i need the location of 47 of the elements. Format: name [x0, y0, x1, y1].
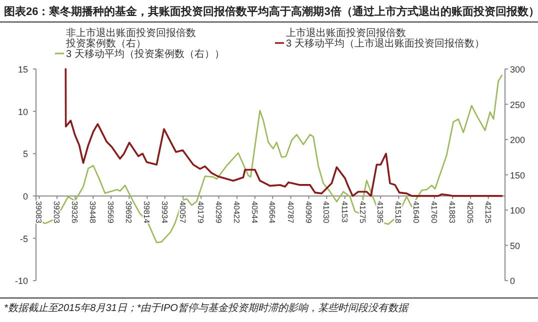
y-tick-label: 15: [18, 64, 28, 74]
x-tick-label: 39814: [142, 200, 152, 224]
legend-label: 3 天移动平均（投资案例数（右））: [66, 48, 224, 60]
y2-tick-label: 50: [510, 240, 520, 251]
x-tick-label: 39326: [70, 200, 80, 224]
y-tick-label: -5: [20, 234, 28, 244]
y2-tick-label: 150: [510, 170, 526, 180]
y-tick-label: 5: [22, 149, 28, 160]
x-tick-label: 39569: [106, 200, 115, 224]
x-tick-label: 39448: [88, 200, 98, 224]
x-tick-label: 39083: [34, 200, 44, 224]
chart-title: 图表26：寒冬期播种的基金，其账面投资回报倍数平均高于高潮期3倍（通过上市方式退出的账面投资回报数）: [4, 5, 538, 18]
x-tick-label: 39934: [160, 200, 169, 224]
line-series: [64, 68, 503, 197]
x-tick-label: 41760: [429, 200, 438, 224]
x-tick-label: 41395: [376, 200, 385, 224]
x-tick-label: 41030: [322, 200, 331, 224]
x-tick-label: 40422: [232, 200, 241, 224]
text: 投资案例数（右）: [65, 38, 146, 50]
y-tick-label: -10: [14, 276, 28, 286]
x-tick-label: 40299: [214, 200, 223, 224]
x-tick-label: 40057: [178, 200, 188, 224]
y2-tick-label: 250: [510, 100, 526, 110]
x-tick-label: 41640: [412, 200, 421, 224]
x-tick-label: 40909: [304, 200, 313, 224]
x-tick-label: 42005: [466, 200, 475, 224]
y2-tick-label: 300: [510, 64, 526, 74]
x-tick-label: 42125: [483, 200, 492, 224]
y2-tick-label: 100: [510, 206, 526, 216]
text: 上市退出账面投资回报倍数: [286, 27, 406, 39]
x-tick-label: 41883: [448, 200, 457, 224]
x-tick-label: 41275: [358, 200, 367, 224]
y2-tick-label: 0: [510, 276, 516, 286]
legend-label: 3 天移动平均（上市退出账面投资回报倍数）: [286, 38, 484, 50]
x-tick-label: 40179: [196, 200, 206, 224]
x-tick-label: 39692: [124, 200, 134, 224]
x-tick-label: 41153: [340, 200, 349, 224]
x-tick-label: 40664: [268, 200, 277, 224]
x-tick-label: 40544: [250, 200, 259, 224]
x-tick-label: 41518: [394, 200, 403, 224]
y-tick-label: 10: [18, 106, 28, 117]
x-tick-label: 40787: [286, 200, 295, 224]
text: *数据截止至2015年8月31日；*由于IPO暂停与基金投资期时滞的影响，某些时间段没有数据: [4, 302, 409, 314]
y-tick-label: 0: [22, 191, 28, 202]
y2-tick-label: 200: [510, 135, 526, 146]
x-tick-label: 39203: [52, 200, 61, 224]
text: 非上市退出账面投资回报倍数: [66, 27, 196, 39]
